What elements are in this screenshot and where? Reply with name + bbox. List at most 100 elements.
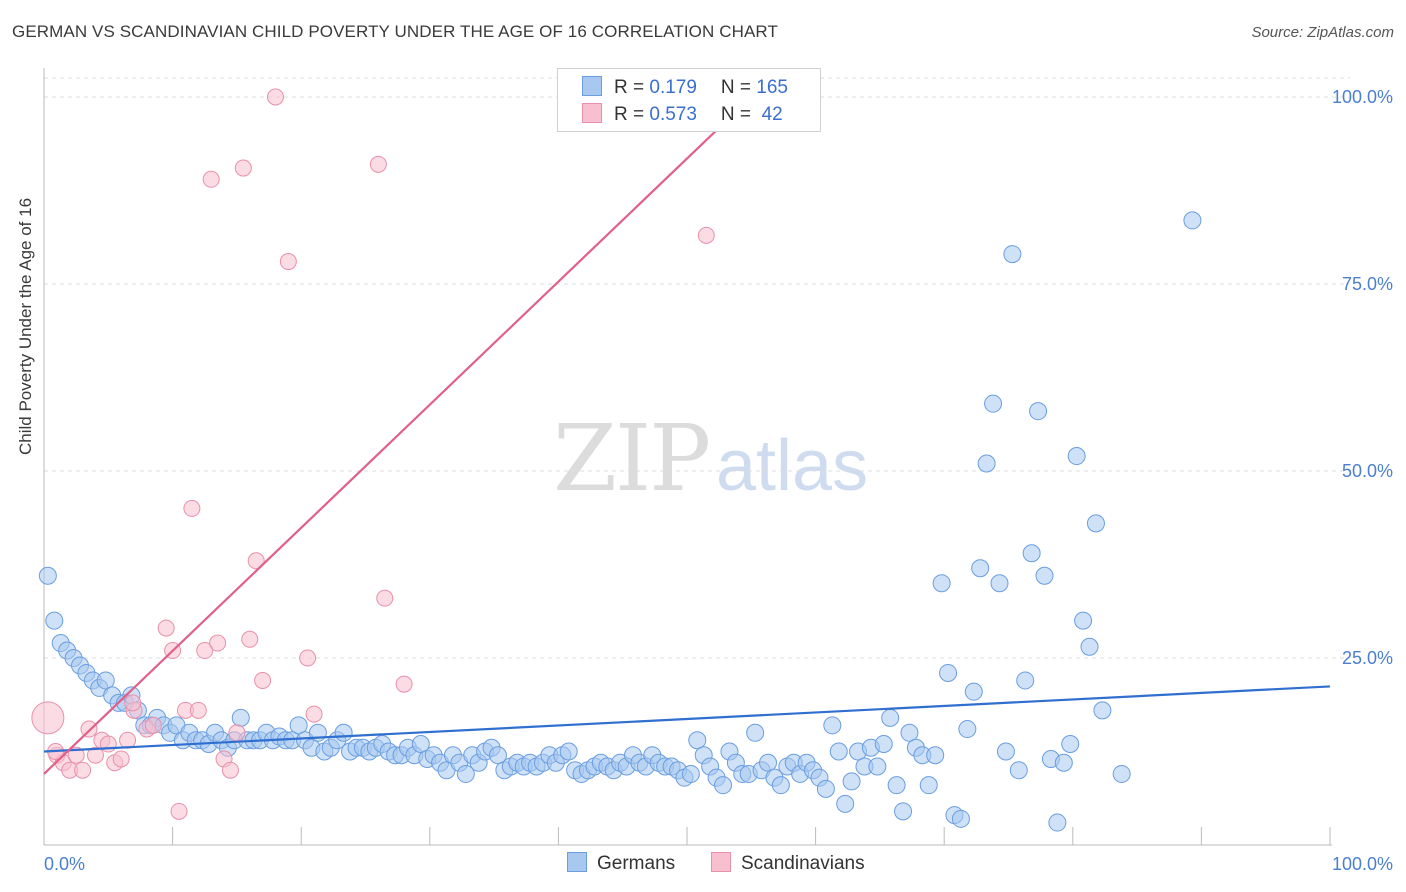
- series-germans: [38, 211, 1202, 832]
- data-point: [868, 757, 887, 776]
- data-point: [170, 802, 188, 820]
- legend-row-germans: R = 0.179 N = 165: [582, 76, 788, 100]
- grid-lines: [44, 77, 1350, 659]
- legend-n-label: N =: [720, 77, 757, 98]
- chart-title: GERMAN VS SCANDINAVIAN CHILD POVERTY UND…: [12, 22, 778, 41]
- data-point: [829, 742, 848, 761]
- data-point: [939, 663, 958, 682]
- trend-lines: [43, 96, 1331, 775]
- data-point: [887, 776, 906, 795]
- data-point: [1067, 447, 1086, 466]
- legend-n-value: 165: [756, 77, 788, 98]
- data-point: [951, 809, 970, 828]
- data-point: [958, 720, 977, 739]
- y-tick-label: 100.0%: [1332, 87, 1393, 107]
- data-point: [299, 649, 317, 667]
- bottom-legend-swatch-germans: [567, 852, 587, 872]
- data-point: [1016, 671, 1035, 690]
- data-point: [119, 731, 137, 749]
- legend-swatch-germans: [582, 76, 602, 96]
- bottom-legend-germans: Germans: [567, 852, 675, 875]
- bottom-legend-label-scandinavians: Scandinavians: [741, 853, 865, 874]
- data-point: [488, 746, 507, 765]
- data-point: [334, 723, 353, 742]
- data-point: [234, 159, 252, 177]
- watermark-atlas: atlas: [716, 426, 869, 506]
- bottom-legend-label-germans: Germans: [597, 853, 676, 874]
- y-tick-label: 25.0%: [1342, 648, 1393, 668]
- data-point: [456, 764, 475, 783]
- data-point: [411, 735, 430, 754]
- data-point: [681, 764, 700, 783]
- data-point: [247, 552, 265, 570]
- data-point: [1029, 402, 1048, 421]
- data-point: [231, 708, 250, 727]
- data-point: [990, 574, 1009, 593]
- data-point: [157, 619, 175, 637]
- data-point: [1183, 211, 1202, 230]
- data-point: [714, 776, 733, 795]
- bottom-legend-scandinavians: Scandinavians: [711, 852, 865, 875]
- data-point: [771, 776, 790, 795]
- data-point: [305, 705, 323, 723]
- data-point: [816, 779, 835, 798]
- data-point: [1054, 753, 1073, 772]
- data-point: [376, 589, 394, 607]
- data-point: [996, 742, 1015, 761]
- data-point: [74, 761, 92, 779]
- data-point: [369, 155, 387, 173]
- series-scandinavians: [31, 88, 715, 820]
- y-tick-label: 50.0%: [1342, 461, 1393, 481]
- bottom-legend-swatch-scandinavians: [711, 852, 731, 872]
- data-point: [80, 720, 98, 738]
- data-point: [746, 723, 765, 742]
- data-point: [1003, 245, 1022, 264]
- data-point: [1022, 544, 1041, 563]
- data-point: [836, 794, 855, 813]
- x-tick-label: 0.0%: [44, 854, 85, 874]
- data-point: [1048, 813, 1067, 832]
- data-point: [254, 671, 272, 689]
- correlation-legend: R = 0.179 N = 165 R = 0.573 N = 42: [557, 68, 821, 132]
- data-point: [697, 226, 715, 244]
- data-point: [1074, 611, 1093, 630]
- data-point: [1080, 637, 1099, 656]
- data-point: [202, 170, 220, 188]
- data-point: [688, 731, 707, 750]
- data-point: [31, 701, 65, 735]
- data-point: [932, 574, 951, 593]
- data-point: [266, 88, 284, 106]
- data-point: [894, 802, 913, 821]
- data-point: [144, 716, 162, 734]
- data-point: [881, 708, 900, 727]
- legend-r-value: 0.179: [649, 77, 697, 98]
- data-point: [395, 675, 413, 693]
- data-point: [86, 746, 104, 764]
- legend-swatch-scandinavians: [582, 103, 602, 123]
- data-point: [964, 682, 983, 701]
- chart-source: Source: ZipAtlas.com: [1251, 24, 1394, 41]
- data-point: [96, 671, 115, 690]
- legend-r-label: R =: [614, 104, 650, 125]
- data-point: [984, 394, 1003, 413]
- data-point: [1009, 761, 1028, 780]
- legend-n-value: 42: [756, 104, 783, 125]
- data-point: [1086, 514, 1105, 533]
- data-point: [1035, 566, 1054, 585]
- tick-labels: 25.0% 50.0% 75.0% 100.0% 0.0% 100.0%: [44, 87, 1393, 874]
- data-point: [1093, 701, 1112, 720]
- data-point: [842, 772, 861, 791]
- x-tick-label: 100.0%: [1332, 854, 1393, 874]
- data-point: [38, 566, 57, 585]
- data-point: [189, 701, 207, 719]
- data-point: [874, 735, 893, 754]
- legend-row-scandinavians: R = 0.573 N = 42: [582, 103, 783, 127]
- data-point: [977, 454, 996, 473]
- data-point: [228, 724, 246, 742]
- data-point: [124, 694, 142, 712]
- data-point: [1112, 764, 1131, 783]
- data-point: [919, 776, 938, 795]
- data-point: [196, 642, 214, 660]
- data-point: [209, 634, 227, 652]
